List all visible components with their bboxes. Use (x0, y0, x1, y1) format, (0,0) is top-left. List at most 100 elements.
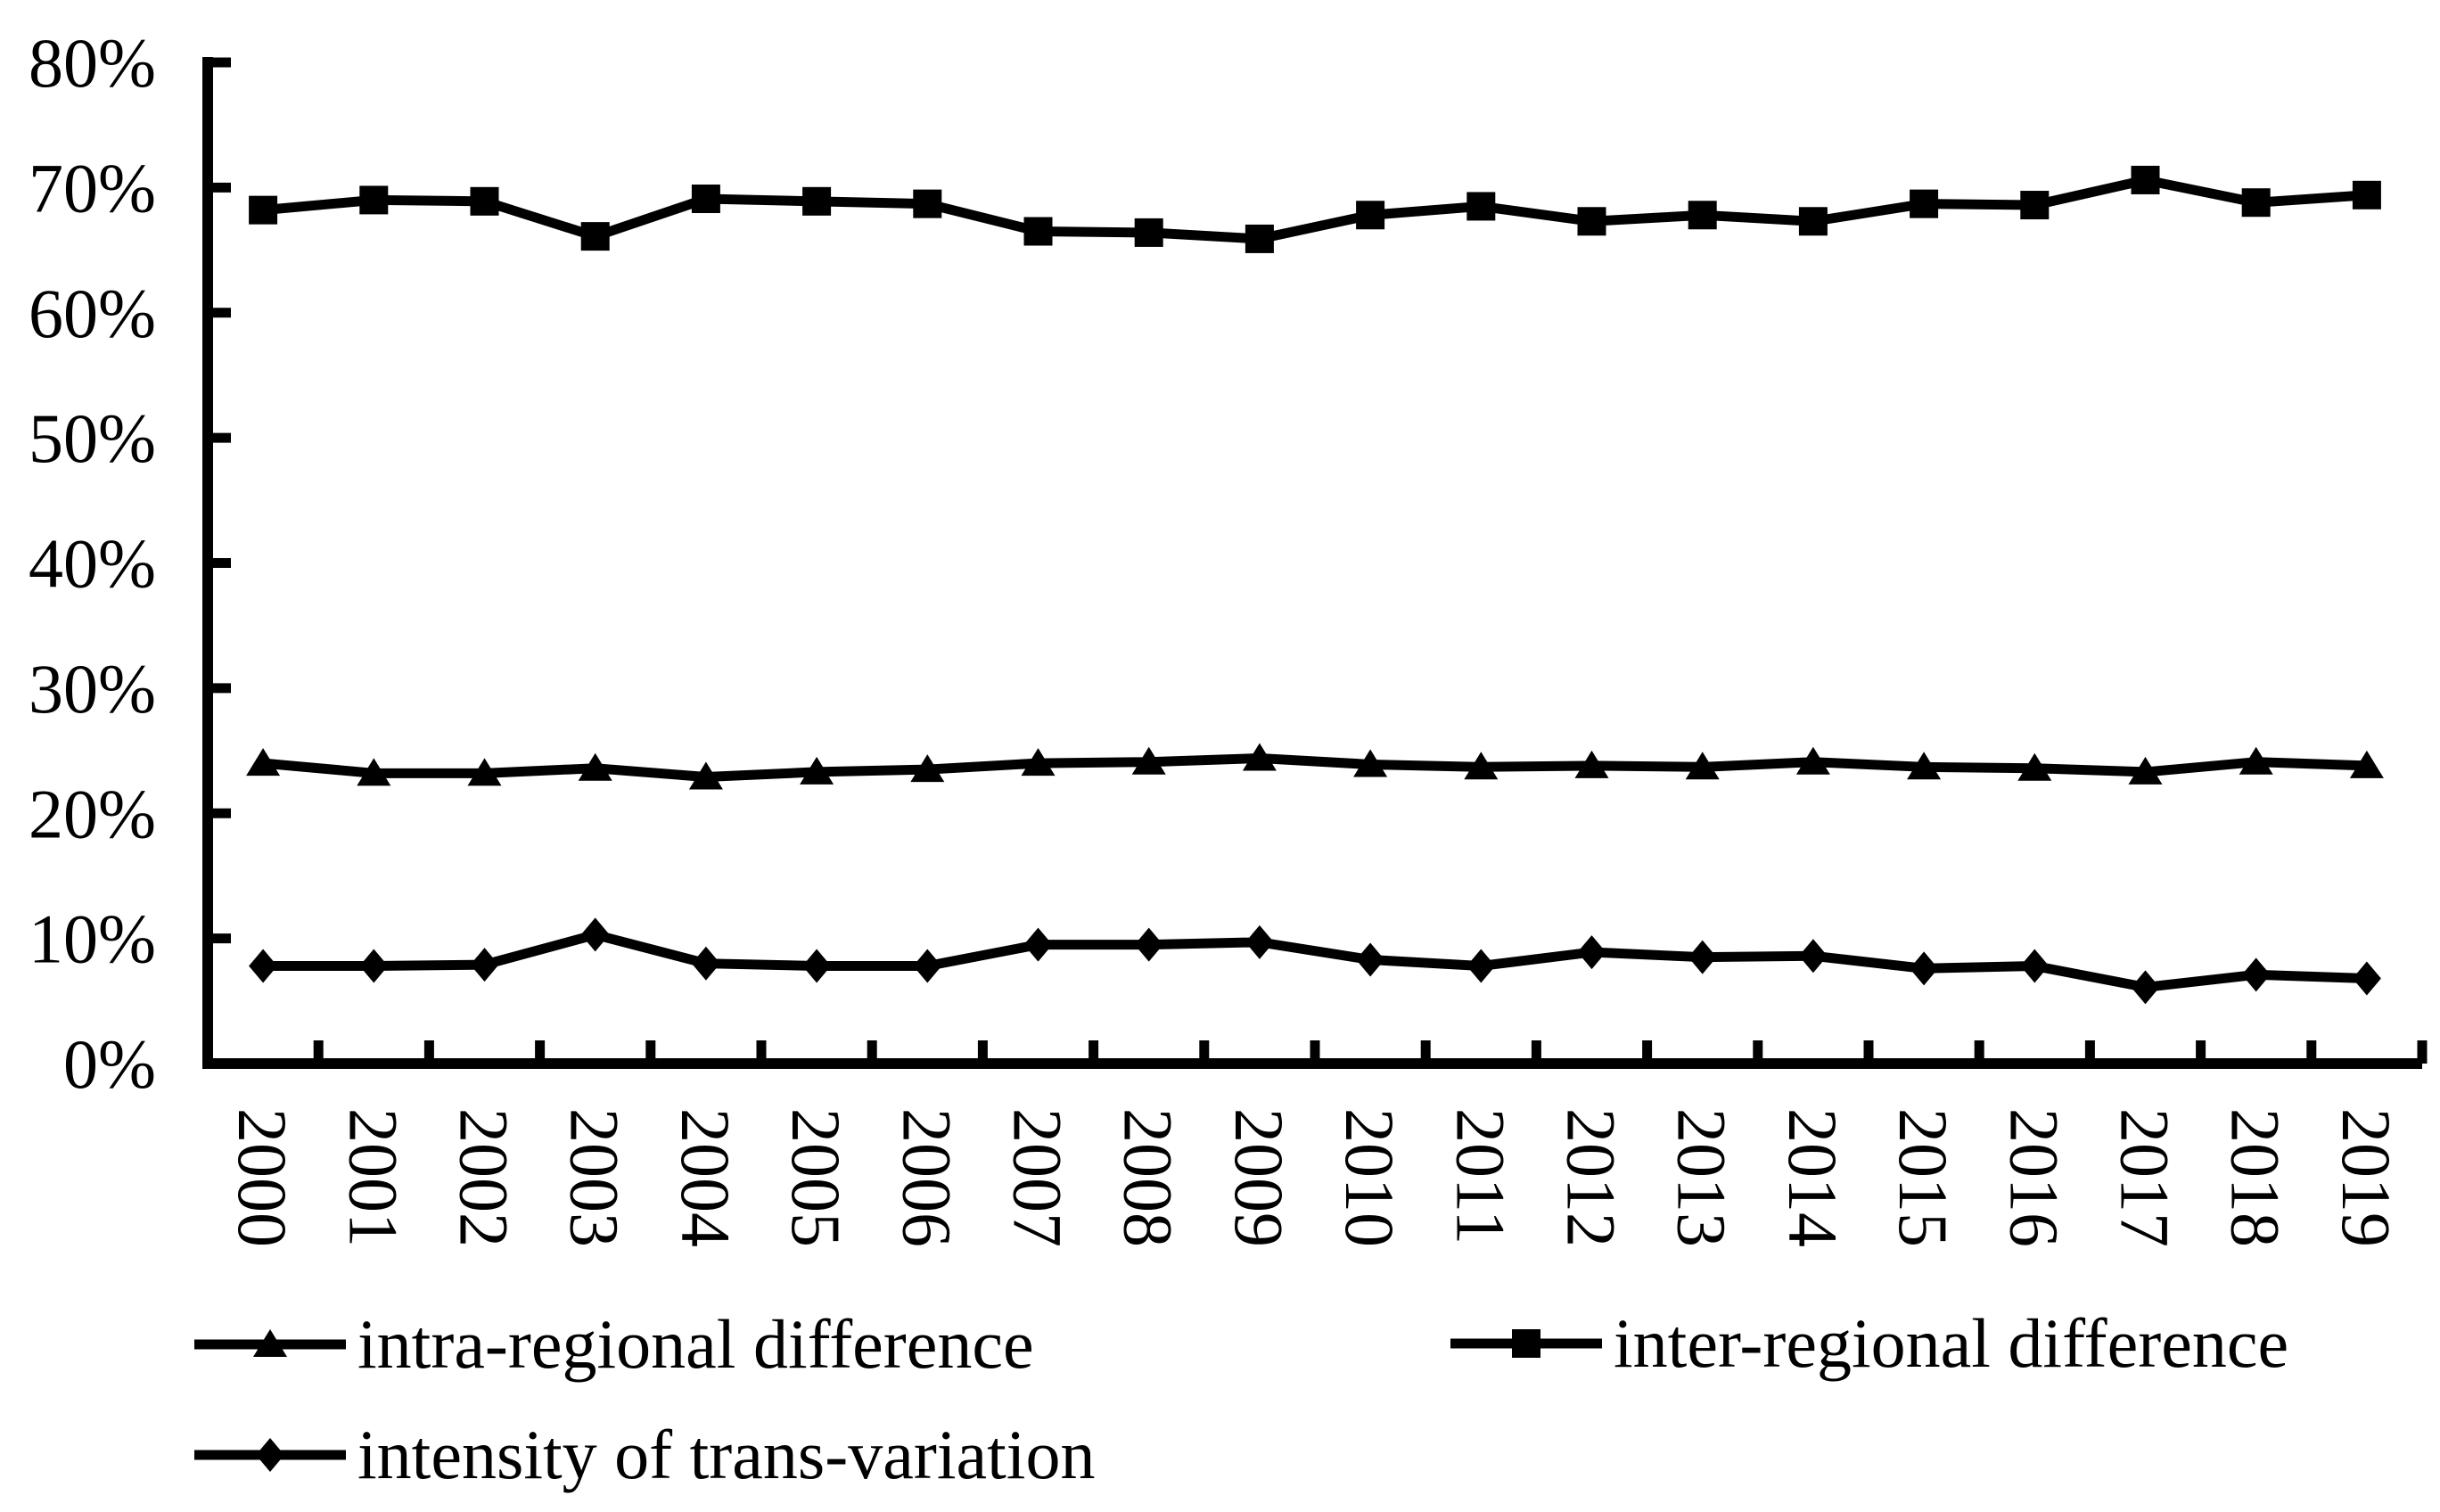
diamond-marker (691, 946, 720, 981)
square-marker (470, 186, 499, 216)
y-axis-tick-label: 70% (29, 149, 156, 226)
x-axis-tick-label: 2013 (1664, 1108, 1741, 1247)
square-marker (580, 222, 610, 251)
series-inter-regional-difference (249, 165, 2381, 253)
y-axis-tick-label: 80% (29, 24, 156, 102)
square-marker (2131, 165, 2160, 194)
legend-label-inter-regional: inter-regional difference (1614, 1304, 2289, 1382)
square-marker (2020, 191, 2050, 220)
x-axis-tick-label: 2010 (1331, 1108, 1409, 1247)
triangle-marker-icon (253, 1329, 287, 1357)
diamond-marker (1577, 935, 1606, 970)
diamond-marker (2131, 970, 2160, 1005)
diamond-marker (1466, 949, 1496, 983)
legend-label-intensity-trans-variation: intensity of trans-variation (357, 1416, 1096, 1493)
triangle-marker (1353, 749, 1388, 777)
diamond-marker-icon (256, 1438, 284, 1472)
series-line-intensity-of-trans-variation (263, 929, 2368, 992)
diamond-marker (249, 949, 278, 983)
x-axis-labels: 2000 2001 2002 2003 2004 2005 2006 2007 2008 2009… (224, 1108, 2405, 1247)
x-axis-tick-label: 2018 (2217, 1108, 2295, 1247)
square-marker (802, 186, 832, 216)
triangle-marker (1574, 750, 1609, 778)
x-axis-tick-label: 2006 (888, 1108, 965, 1247)
square-marker (1688, 201, 1717, 230)
diamond-marker (1023, 927, 1053, 962)
triangle-marker (467, 758, 502, 786)
triangle-marker (1685, 752, 1720, 780)
y-axis-tick-label: 50% (29, 399, 156, 477)
diamond-line-icon (194, 1438, 346, 1472)
square-marker (1245, 224, 1274, 253)
square-marker (2352, 180, 2381, 210)
diamond-marker (1688, 940, 1717, 974)
diamond-marker (2352, 961, 2381, 996)
x-axis-tick-label: 2016 (1995, 1108, 2073, 1247)
square-marker (2241, 188, 2271, 218)
x-axis-tick-label: 2004 (667, 1108, 744, 1247)
series-line-intra-regional-difference (262, 752, 2368, 783)
diamond-marker (580, 917, 610, 952)
triangle-marker (910, 754, 945, 783)
triangle-marker (1242, 743, 1277, 771)
triangle-marker (1131, 746, 1166, 775)
y-axis-tick-label: 60% (29, 275, 156, 352)
triangle-marker (357, 758, 391, 786)
legend-item-intensity-trans-variation: intensity of trans-variation (194, 1416, 1096, 1493)
triangle-marker (2239, 746, 2273, 775)
square-marker (1356, 201, 1385, 230)
square-marker (1577, 207, 1606, 236)
square-marker-icon (1512, 1329, 1540, 1358)
square-marker (359, 185, 389, 215)
triangle-marker (688, 761, 723, 790)
diamond-marker (1245, 924, 1274, 959)
x-axis-tick-label: 2007 (999, 1108, 1077, 1247)
x-axis-tick-label: 2002 (446, 1108, 523, 1247)
triangle-marker (578, 752, 612, 781)
triangle-marker (1464, 752, 1499, 780)
y-axis-tick-label: 10% (29, 900, 156, 978)
square-marker (1466, 192, 1496, 221)
diamond-marker (359, 949, 389, 983)
y-axis-tick-label: 0% (63, 1025, 156, 1103)
triangle-marker (2349, 750, 2384, 778)
diamond-marker (802, 949, 832, 983)
square-line-icon (1450, 1329, 1602, 1358)
x-axis-tick-label: 2009 (1220, 1108, 1298, 1247)
x-axis-tick-label: 2008 (1110, 1108, 1187, 1247)
x-tick-marks (313, 1040, 2428, 1064)
x-axis-tick-label: 2000 (224, 1108, 301, 1247)
x-axis-tick-label: 2001 (334, 1108, 412, 1247)
series-intra-regional-difference (246, 743, 2384, 790)
x-axis-tick-label: 2017 (2107, 1108, 2184, 1247)
square-marker (1023, 217, 1053, 246)
triangle-marker (1907, 752, 1942, 780)
square-marker (691, 185, 720, 214)
diamond-marker (1356, 942, 1385, 977)
legend-item-intra-regional: intra-regional difference (194, 1310, 1034, 1379)
square-marker (1910, 189, 1939, 218)
x-axis-tick-label: 2014 (1774, 1108, 1852, 1247)
triangle-marker (246, 748, 281, 777)
triangle-line-icon (194, 1329, 346, 1357)
triangle-marker (800, 756, 834, 785)
x-axis-tick-label: 2019 (2328, 1108, 2405, 1247)
triangle-marker (1021, 748, 1056, 777)
x-axis-tick-label: 2005 (777, 1108, 855, 1247)
series-intensity-of-trans-variation (249, 917, 2381, 1005)
x-axis-tick-label: 2011 (1442, 1108, 1519, 1245)
y-axis-tick-label: 30% (29, 650, 156, 727)
diamond-marker (913, 949, 942, 983)
triangle-marker (2128, 756, 2163, 785)
triangle-marker (1795, 746, 1830, 775)
x-axis-tick-label: 2015 (1885, 1108, 1962, 1247)
x-axis-tick-label: 2003 (556, 1108, 634, 1247)
y-axis-tick-label: 20% (29, 775, 156, 852)
triangle-marker (2017, 752, 2052, 781)
square-marker (1134, 218, 1163, 247)
legend-item-inter-regional: inter-regional difference (1450, 1304, 2289, 1382)
series-line-inter-regional-difference (262, 175, 2368, 244)
diamond-marker (2241, 957, 2271, 992)
diamond-marker (1910, 951, 1939, 986)
line-chart-plot: 0%10%20%30%40%50%60%70%80%2000 2001 2002 20… (29, 24, 2428, 1247)
